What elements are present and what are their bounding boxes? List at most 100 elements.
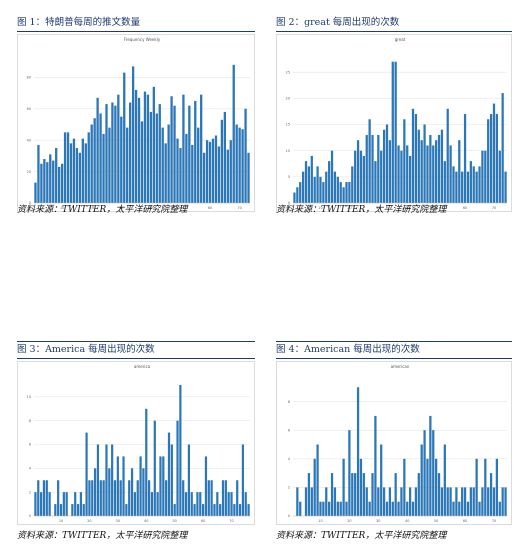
bar — [469, 161, 472, 203]
bar — [200, 94, 203, 203]
x-tick-label: 30 — [376, 519, 380, 523]
y-tick-label: 2 — [288, 486, 290, 490]
bar — [345, 501, 348, 516]
bar — [449, 145, 452, 203]
bar — [316, 444, 319, 516]
x-tick-label: 50 — [173, 519, 177, 523]
chart-title: Frequency Weekly — [124, 37, 161, 42]
bar — [397, 145, 400, 203]
y-tick-label: 25 — [286, 70, 290, 74]
bar — [164, 143, 167, 203]
chart-panel-2: 图 2：great 每周出现的次数 great 0 5 10 15 20 25 10 20 30 4… — [276, 16, 512, 216]
bar — [133, 492, 137, 516]
y-tick-label: 20 — [286, 97, 290, 101]
bar — [191, 144, 194, 203]
title-underline — [17, 31, 255, 32]
bar — [205, 140, 209, 203]
bar — [492, 103, 496, 203]
bar — [59, 504, 63, 516]
bar — [226, 149, 229, 203]
bar — [307, 473, 311, 516]
bar — [472, 487, 475, 516]
bar — [316, 166, 319, 203]
bar — [432, 145, 435, 203]
x-tick-label: 60 — [208, 206, 212, 210]
bar — [244, 108, 247, 203]
bar — [202, 152, 206, 203]
bar — [330, 473, 334, 516]
panel-top-rule — [17, 341, 255, 342]
bar — [170, 444, 173, 516]
bar — [46, 162, 49, 203]
bar — [435, 458, 438, 516]
bar — [455, 487, 458, 516]
source-note-2: 资料来源：TWITTER，太平洋研究院整理 — [276, 205, 447, 215]
bar — [75, 148, 79, 203]
bar — [501, 487, 504, 516]
bar — [161, 127, 164, 203]
bar — [74, 492, 77, 516]
panel-top-rule — [276, 341, 512, 342]
bar — [446, 487, 449, 516]
y-tick-label: 0 — [288, 514, 290, 518]
bar — [299, 501, 302, 516]
bar — [362, 155, 365, 203]
bar — [382, 487, 386, 516]
chart-area-3: america 0 2 4 6 8 10 10 20 30 40 50 60 70 — [17, 361, 255, 525]
bar — [42, 480, 46, 516]
bar — [247, 152, 250, 203]
bar — [380, 444, 383, 516]
bar — [403, 458, 406, 516]
bar — [414, 487, 418, 516]
bar — [57, 480, 60, 516]
source-note-1: 资料来源：TWITTER，太平洋研究院整理 — [17, 205, 188, 215]
bar — [463, 114, 467, 203]
bar — [368, 119, 371, 203]
bar — [91, 480, 94, 516]
bar — [304, 487, 308, 516]
bar — [328, 161, 331, 203]
bar — [99, 113, 102, 203]
bar — [313, 458, 316, 516]
bar — [182, 480, 185, 516]
bar — [301, 171, 305, 203]
bar — [348, 430, 351, 516]
bar — [478, 166, 481, 203]
bar — [236, 480, 239, 516]
y-tick-label: 8 — [29, 419, 31, 423]
bar — [217, 146, 221, 203]
bar — [66, 132, 70, 203]
bar — [170, 96, 173, 203]
bar — [435, 140, 438, 203]
bar — [117, 94, 120, 203]
bar — [400, 150, 403, 203]
bar — [230, 492, 233, 516]
bar — [158, 104, 161, 203]
y-tick-label: 4 — [288, 457, 290, 461]
bar — [108, 127, 111, 203]
bar — [466, 171, 470, 203]
bar — [437, 134, 441, 203]
bar — [452, 166, 455, 203]
bar — [440, 129, 444, 203]
bar — [397, 501, 400, 516]
bar — [147, 480, 151, 516]
bar — [325, 487, 328, 516]
bar — [37, 144, 40, 203]
bar — [54, 504, 57, 516]
y-tick-label: 10 — [286, 149, 290, 153]
figure-title-4: 图 4：American 每周出现的次数 — [276, 344, 420, 355]
bar — [90, 124, 93, 203]
bar — [406, 501, 409, 516]
bar — [408, 155, 412, 203]
bar — [487, 119, 490, 203]
bar — [458, 501, 461, 516]
bar — [333, 487, 337, 516]
bar — [452, 501, 455, 516]
bar — [165, 480, 168, 516]
bar — [304, 161, 308, 203]
bar — [423, 430, 426, 516]
bar — [167, 432, 171, 516]
bar — [108, 468, 111, 516]
chart-area-4: american 0 2 4 6 8 10 20 30 40 50 60 70 — [276, 361, 512, 525]
